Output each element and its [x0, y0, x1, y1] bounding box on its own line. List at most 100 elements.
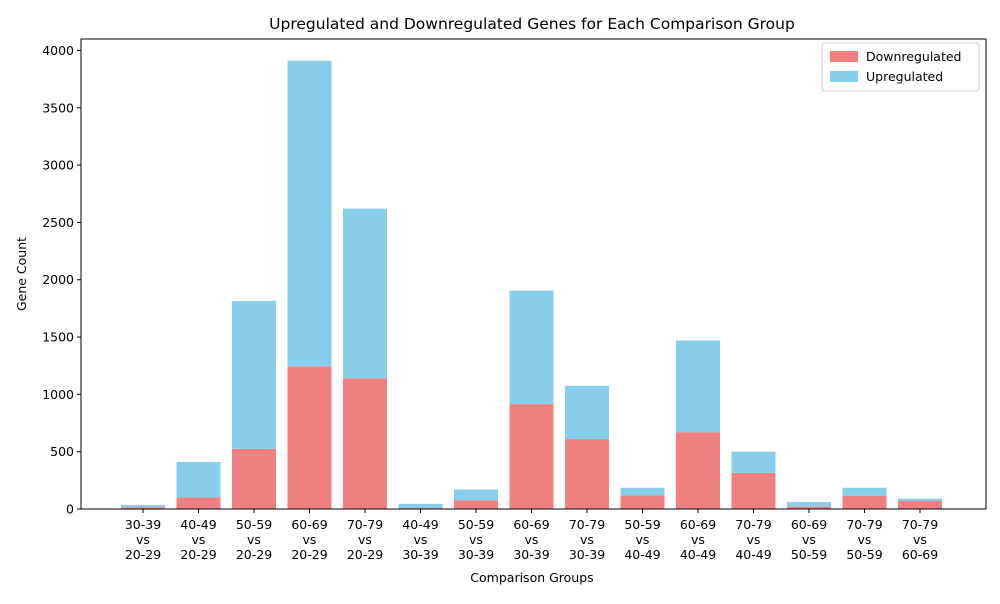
x-tick-label-line: 30-39 — [513, 547, 549, 562]
plot-frame — [80, 38, 987, 510]
y-tick-label: 1500 — [42, 330, 74, 345]
x-tick-label-line: 50-59 — [791, 547, 827, 562]
x-tick-label: 40-49 vs 30-39 — [402, 517, 438, 562]
x-tick-label-line: 40-49 — [180, 517, 216, 532]
bar-upregulated-2 — [232, 300, 276, 449]
bar-downregulated-11 — [731, 472, 776, 509]
y-tick-label: 3000 — [42, 158, 74, 173]
x-tick-label-line: 50-59 — [236, 517, 272, 532]
y-tick-label: 2000 — [42, 272, 74, 287]
x-tick-label-line: 70-79 — [569, 517, 605, 532]
bar-upregulated-10 — [676, 340, 720, 433]
x-tick-label-line: 40-49 — [402, 517, 438, 532]
x-tick-label-line: 30-39 — [402, 547, 438, 562]
y-tick-label: 500 — [50, 444, 74, 459]
x-tick-label: 70-79 vs 60-69 — [902, 517, 938, 562]
x-tick-label-line: vs — [802, 532, 816, 547]
bar-downregulated-14 — [898, 500, 942, 509]
bar-downregulated-0 — [121, 507, 165, 509]
bar-upregulated-1 — [176, 462, 221, 498]
x-axis-label: Comparison Groups — [470, 570, 593, 585]
bar-upregulated-7 — [509, 290, 554, 405]
bar-upregulated-8 — [565, 385, 609, 440]
chart-title: Upregulated and Downregulated Genes for … — [269, 15, 795, 33]
bars-group — [121, 60, 942, 509]
x-tick-label-line: 60-69 — [680, 517, 716, 532]
x-tick-label-line: vs — [691, 532, 705, 547]
bar-upregulated-3 — [287, 60, 332, 367]
bar-upregulated-9 — [620, 487, 665, 496]
x-tick-label: 60-69 vs 40-49 — [680, 517, 716, 562]
x-tick-label: 60-69 vs 20-29 — [291, 517, 327, 562]
bar-upregulated-14 — [898, 498, 942, 501]
bar-upregulated-6 — [454, 489, 498, 501]
x-tick-label-line: vs — [747, 532, 761, 547]
x-tick-label-line: 20-29 — [236, 547, 272, 562]
legend-label-downregulated: Downregulated — [866, 49, 962, 64]
bar-upregulated-4 — [343, 208, 387, 379]
x-tick-label-line: 20-29 — [125, 547, 161, 562]
x-tick-label-line: vs — [580, 532, 594, 547]
x-tick-label-line: 70-79 — [846, 517, 882, 532]
x-tick-label-line: 60-69 — [291, 517, 327, 532]
x-tick-label-line: vs — [469, 532, 483, 547]
x-tick-label: 40-49 vs 20-29 — [180, 517, 216, 562]
x-tick-label-line: 20-29 — [347, 547, 383, 562]
bar-downregulated-3 — [287, 366, 332, 509]
x-tick-label-line: vs — [858, 532, 872, 547]
legend: Downregulated Upregulated — [821, 42, 980, 92]
legend-label-upregulated: Upregulated — [866, 69, 943, 84]
bar-downregulated-10 — [676, 432, 720, 509]
x-tick-label-line: 70-79 — [347, 517, 383, 532]
bar-downregulated-6 — [454, 500, 498, 509]
bar-downregulated-2 — [232, 448, 276, 509]
x-tick-label-line: 70-79 — [902, 517, 938, 532]
legend-swatch-upregulated — [830, 71, 858, 82]
bar-downregulated-7 — [509, 404, 554, 509]
bar-downregulated-4 — [343, 378, 387, 509]
x-tick-label-line: 70-79 — [735, 517, 771, 532]
x-tick-label-line: 40-49 — [735, 547, 771, 562]
x-tick-label: 70-79 vs 50-59 — [846, 517, 882, 562]
x-tick-label-line: vs — [636, 532, 650, 547]
legend-box — [821, 42, 980, 92]
x-tick-label-line: 50-59 — [846, 547, 882, 562]
x-tick-label: 70-79 vs 20-29 — [347, 517, 383, 562]
bar-upregulated-13 — [842, 487, 887, 496]
x-tick-label-line: 60-69 — [513, 517, 549, 532]
x-tick-label-line: vs — [136, 532, 150, 547]
y-tick-label: 3500 — [42, 100, 74, 115]
x-tick-label: 60-69 vs 50-59 — [791, 517, 827, 562]
x-tick-label-line: 50-59 — [458, 517, 494, 532]
x-tick-label-line: vs — [247, 532, 261, 547]
y-tick-label: 4000 — [42, 43, 74, 58]
bar-downregulated-12 — [787, 506, 831, 509]
x-tick-label: 70-79 vs 30-39 — [569, 517, 605, 562]
x-tick-label: 70-79 vs 40-49 — [735, 517, 771, 562]
bar-downregulated-8 — [565, 439, 609, 509]
x-tick-label-line: 20-29 — [291, 547, 327, 562]
bar-downregulated-1 — [176, 497, 221, 509]
x-tick-label-line: 50-59 — [624, 517, 660, 532]
x-tick-label-line: 40-49 — [624, 547, 660, 562]
x-tick-label-line: vs — [192, 532, 206, 547]
bar-upregulated-5 — [398, 503, 443, 509]
x-tick-label-line: 40-49 — [680, 547, 716, 562]
bar-upregulated-0 — [121, 504, 165, 508]
x-tick-label-line: vs — [525, 532, 539, 547]
bar-upregulated-11 — [731, 451, 776, 473]
bar-downregulated-13 — [842, 495, 887, 509]
x-tick-label-line: vs — [358, 532, 372, 547]
x-tick-label-line: vs — [913, 532, 927, 547]
bar-upregulated-12 — [787, 502, 831, 507]
x-tick-label-line: 20-29 — [180, 547, 216, 562]
x-tick-label: 50-59 vs 20-29 — [236, 517, 272, 562]
y-tick-label: 0 — [66, 502, 74, 517]
y-tick-label: 2500 — [42, 215, 74, 230]
y-axis-label: Gene Count — [14, 237, 29, 311]
bar-downregulated-9 — [620, 495, 665, 509]
x-tick-label: 50-59 vs 40-49 — [624, 517, 660, 562]
